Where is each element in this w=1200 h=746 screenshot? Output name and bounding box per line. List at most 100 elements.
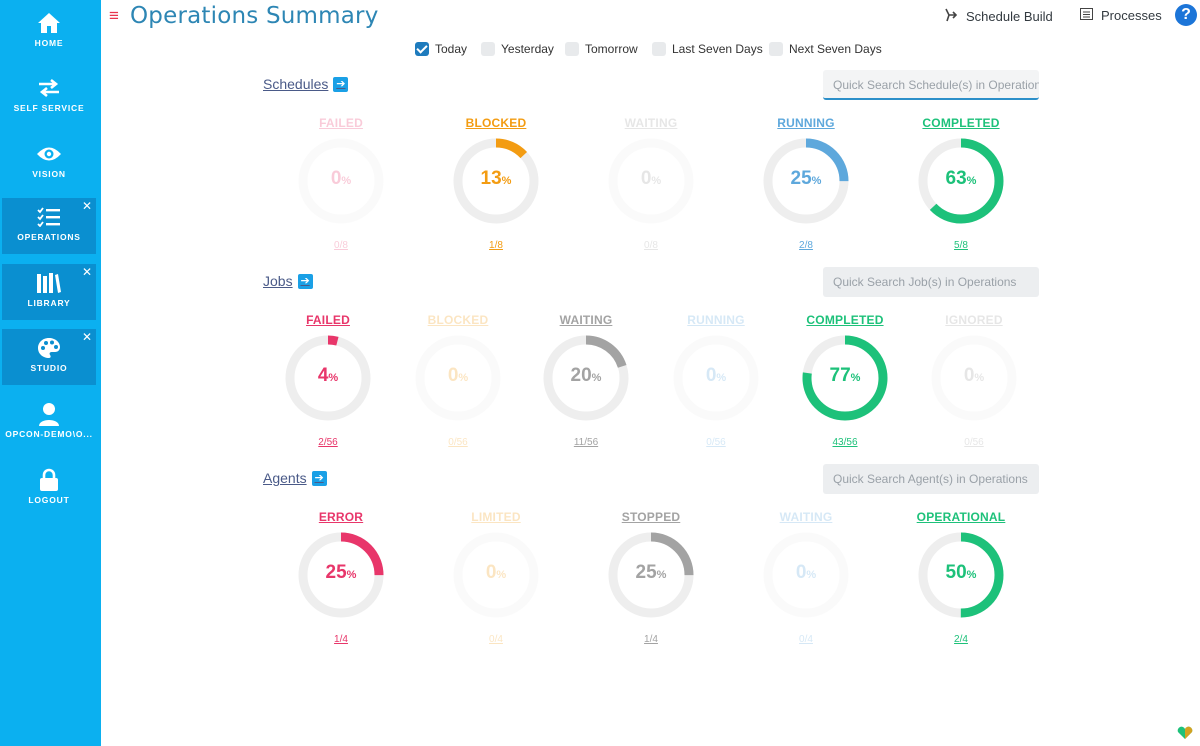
- section-title-label: Agents: [263, 470, 307, 486]
- agents-operational-stat[interactable]: OPERATIONAL 50% 2/4: [906, 510, 1016, 645]
- stat-count[interactable]: 5/8: [954, 240, 968, 251]
- arrow-right-icon[interactable]: ➔: [297, 273, 313, 289]
- close-icon[interactable]: ✕: [81, 265, 92, 279]
- stat-count[interactable]: 1/4: [644, 634, 658, 645]
- stat-label[interactable]: OPERATIONAL: [916, 510, 1006, 524]
- filter-last-seven-days[interactable]: Last Seven Days: [652, 42, 763, 56]
- nav-item-logout[interactable]: LOGOUT: [2, 461, 96, 517]
- close-icon[interactable]: ✕: [81, 199, 92, 213]
- checkbox[interactable]: [481, 42, 495, 56]
- stat-label[interactable]: WAITING: [779, 510, 833, 524]
- help-icon[interactable]: ?: [1175, 4, 1197, 26]
- stat-label[interactable]: RUNNING: [777, 116, 835, 130]
- schedules-waiting-stat[interactable]: WAITING 0% 0/8: [596, 116, 706, 251]
- stat-label[interactable]: BLOCKED: [427, 313, 489, 327]
- jobs-running-stat[interactable]: RUNNING 0% 0/56: [661, 313, 771, 448]
- jobs-waiting-stat[interactable]: WAITING 20% 11/56: [531, 313, 641, 448]
- stat-label[interactable]: BLOCKED: [465, 116, 527, 130]
- jobs-blocked-stat[interactable]: BLOCKED 0% 0/56: [403, 313, 513, 448]
- stat-label[interactable]: WAITING: [624, 116, 678, 130]
- processes-link[interactable]: Processes: [1080, 8, 1162, 23]
- stat-count[interactable]: 0/4: [799, 634, 813, 645]
- stat-count[interactable]: 0/4: [489, 634, 503, 645]
- stat-label[interactable]: COMPLETED: [922, 116, 1000, 130]
- filter-today[interactable]: Today: [415, 42, 467, 56]
- stat-count[interactable]: 11/56: [573, 437, 599, 448]
- agents-limited-stat[interactable]: LIMITED 0% 0/4: [441, 510, 551, 645]
- checkbox[interactable]: [769, 42, 783, 56]
- nav-item-studio[interactable]: STUDIO ✕: [2, 329, 96, 385]
- stat-count[interactable]: 0/8: [644, 240, 658, 251]
- nav-item-operations[interactable]: OPERATIONS ✕: [2, 198, 96, 254]
- nav-item-home[interactable]: HOME: [2, 4, 96, 60]
- nav-item-user[interactable]: OPCON-DEMO\O...: [2, 395, 96, 451]
- nav-item-self-service[interactable]: SELF SERVICE: [2, 69, 96, 125]
- agents-search-input[interactable]: Quick Search Agent(s) in Operations: [823, 464, 1039, 494]
- schedules-completed-stat[interactable]: COMPLETED 63% 5/8: [906, 116, 1016, 251]
- stat-label[interactable]: ERROR: [318, 510, 364, 524]
- schedules-running-stat[interactable]: RUNNING 25% 2/8: [751, 116, 861, 251]
- jobs-completed-stat[interactable]: COMPLETED 77% 43/56: [790, 313, 900, 448]
- stat-label[interactable]: WAITING: [559, 313, 613, 327]
- stat-label[interactable]: STOPPED: [621, 510, 681, 524]
- agents-error-stat[interactable]: ERROR 25% 1/4: [286, 510, 396, 645]
- stat-count[interactable]: 1/8: [489, 240, 503, 251]
- close-icon[interactable]: ✕: [81, 330, 92, 344]
- percent-value: 0: [485, 562, 497, 583]
- schedules-failed-stat[interactable]: FAILED 0% 0/8: [286, 116, 396, 251]
- stat-count[interactable]: 2/56: [318, 437, 338, 448]
- stat-label[interactable]: FAILED: [319, 116, 363, 130]
- donut-percent: 0%: [330, 168, 352, 189]
- stat-count[interactable]: 2/8: [799, 240, 813, 251]
- stat-count[interactable]: 0/56: [448, 437, 468, 448]
- donut-chart: 77%: [800, 333, 890, 423]
- filter-yesterday[interactable]: Yesterday: [481, 42, 554, 56]
- stat-label[interactable]: COMPLETED: [806, 313, 884, 327]
- arrow-right-icon[interactable]: ➔: [311, 470, 327, 486]
- schedules-section-title[interactable]: Schedules ➔: [263, 76, 349, 92]
- nav-label: SELF SERVICE: [13, 103, 85, 113]
- schedule-build-link[interactable]: Schedule Build: [944, 8, 1053, 25]
- brand-heart-icon: [1177, 726, 1193, 739]
- schedules-search-input[interactable]: Quick Search Schedule(s) in Operations: [823, 70, 1039, 100]
- eye-icon: [36, 141, 62, 167]
- filter-next-seven-days[interactable]: Next Seven Days: [769, 42, 882, 56]
- stat-label[interactable]: RUNNING: [687, 313, 745, 327]
- agents-section-title[interactable]: Agents ➔: [263, 470, 327, 486]
- filter-label: Next Seven Days: [789, 42, 882, 56]
- jobs-failed-stat[interactable]: FAILED 4% 2/56: [273, 313, 383, 448]
- jobs-section-title[interactable]: Jobs ➔: [263, 273, 313, 289]
- processes-label: Processes: [1101, 8, 1162, 23]
- donut-track: [763, 532, 849, 618]
- donut-track: [415, 335, 501, 421]
- sidebar: HOME SELF SERVICE VISION OPERATIONS ✕ LIBRARY…: [0, 0, 101, 746]
- agents-waiting-stat[interactable]: WAITING 0% 0/4: [751, 510, 861, 645]
- jobs-search-input[interactable]: Quick Search Job(s) in Operations: [823, 267, 1039, 297]
- nav-label: HOME: [34, 38, 64, 48]
- hamburger-menu-icon[interactable]: ≡: [109, 6, 119, 25]
- nav-item-vision[interactable]: VISION: [2, 135, 96, 191]
- arrow-right-icon[interactable]: ➔: [333, 76, 349, 92]
- checkbox[interactable]: [652, 42, 666, 56]
- percent-value: 0: [640, 168, 652, 189]
- stat-label[interactable]: FAILED: [306, 313, 350, 327]
- nav-label: OPCON-DEMO\O...: [5, 429, 93, 439]
- jobs-ignored-stat[interactable]: IGNORED 0% 0/56: [919, 313, 1029, 448]
- filter-tomorrow[interactable]: Tomorrow: [565, 42, 638, 56]
- stat-count[interactable]: 0/56: [706, 437, 726, 448]
- stat-label[interactable]: LIMITED: [471, 510, 521, 524]
- stat-count[interactable]: 43/56: [832, 437, 858, 448]
- donut-track: [673, 335, 759, 421]
- stat-count[interactable]: 2/4: [954, 634, 968, 645]
- agents-stopped-stat[interactable]: STOPPED 25% 1/4: [596, 510, 706, 645]
- stat-count[interactable]: 0/8: [334, 240, 348, 251]
- donut-percent: 0%: [705, 365, 727, 386]
- schedules-blocked-stat[interactable]: BLOCKED 13% 1/8: [441, 116, 551, 251]
- nav-item-library[interactable]: LIBRARY ✕: [2, 264, 96, 320]
- checkbox[interactable]: [415, 42, 429, 56]
- stat-count[interactable]: 1/4: [334, 634, 348, 645]
- stat-count[interactable]: 0/56: [964, 437, 984, 448]
- checkbox[interactable]: [565, 42, 579, 56]
- stat-label[interactable]: IGNORED: [945, 313, 1003, 327]
- page-title: Operations Summary: [130, 3, 379, 29]
